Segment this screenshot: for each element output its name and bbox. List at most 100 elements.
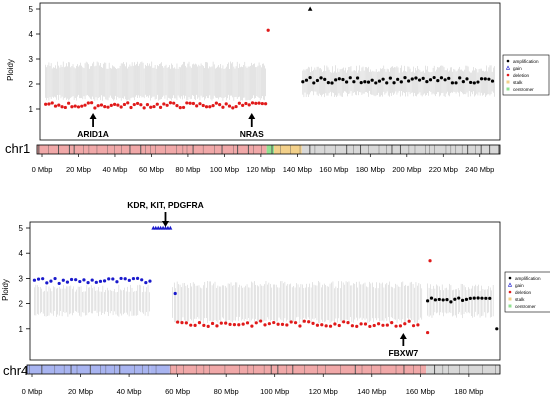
legend-marker	[508, 276, 512, 280]
deletion-point	[180, 320, 184, 325]
deletion-outlier	[426, 330, 430, 335]
gain-outlier	[173, 291, 177, 296]
gain-point	[61, 278, 65, 282]
deletion-point	[142, 106, 146, 110]
legend-marker	[508, 297, 512, 301]
amplification-point	[326, 80, 330, 85]
x-tick-label: 0 Mbp	[32, 165, 53, 174]
amplification-point	[385, 81, 389, 85]
plot-frame	[29, 221, 501, 361]
deletion-point	[185, 101, 189, 105]
x-tick-label: 100 Mbp	[260, 387, 289, 396]
legend-label: centromer	[515, 304, 536, 309]
amplification-point	[425, 80, 429, 84]
annotation-label: NRAS	[240, 129, 264, 139]
amplification-point	[319, 76, 323, 80]
x-tick-label: 140 Mbp	[357, 387, 386, 396]
amplification-point	[458, 76, 462, 80]
gain-point	[144, 281, 148, 285]
deletion-point	[237, 323, 241, 327]
amplification-point	[388, 76, 392, 80]
ideogram	[26, 364, 501, 375]
amplification-point	[441, 298, 445, 302]
x-axis: 0 Mbp 20 Mbp 40 Mbp 60 Mbp 80 Mbp 100 Mbp 120 …	[22, 374, 483, 396]
amplification-point	[374, 81, 378, 85]
amplification-point	[476, 80, 480, 84]
legend-label: centromer	[513, 87, 534, 92]
deletion-point	[158, 105, 163, 109]
deletion-point	[73, 104, 77, 108]
deletion-point	[359, 322, 363, 326]
deletion-point	[53, 104, 58, 108]
deletion-outlier	[266, 28, 270, 32]
amplification-point	[370, 78, 374, 82]
legend-marker	[506, 87, 510, 91]
x-axis: 0 Mbp 20 Mbp 40 Mbp 60 Mbp 80 Mbp 100 Mbp 120 …	[32, 154, 494, 174]
gain-point	[36, 277, 41, 281]
deletion-point	[403, 322, 407, 326]
gain-point	[148, 279, 152, 283]
deletion-point	[372, 323, 376, 328]
gain-point	[53, 276, 57, 281]
deletion-point	[86, 101, 90, 105]
gain-point	[49, 279, 53, 283]
deletion-point	[214, 101, 218, 105]
deletion-point	[398, 324, 403, 328]
y-tick-label: 2	[29, 80, 34, 89]
deletion-point	[289, 320, 293, 324]
deletion-point	[363, 322, 368, 326]
deletion-point	[96, 104, 100, 108]
ideogram-band	[37, 145, 267, 154]
amplification-point	[472, 296, 476, 300]
legend-box	[502, 54, 550, 96]
amplification-point	[436, 79, 440, 83]
legend-marker	[508, 290, 512, 294]
deletion-point	[254, 101, 258, 105]
amplification-point	[490, 79, 495, 83]
x-tick-label: 80 Mbp	[175, 165, 200, 174]
legend-marker	[506, 59, 510, 63]
deletion-point	[165, 103, 169, 107]
ideogram-band	[169, 365, 427, 374]
annotation-arrowhead	[248, 113, 256, 119]
amplification-point	[432, 75, 436, 80]
legend-label: deletion	[515, 290, 532, 295]
deletion-point	[311, 321, 315, 325]
deletion-point	[202, 323, 206, 327]
deletion-point	[337, 323, 341, 328]
deletion-point	[135, 101, 140, 106]
deletion-point	[175, 104, 179, 108]
deletion-point	[376, 322, 381, 326]
deletion-point	[241, 103, 245, 107]
annotations-layer: ARID1A NRAS	[77, 113, 264, 139]
chr1-panel: Ploidy 1 2 3 4 5 ARID1A NRAS chr1 0 Mbp 20 Mbp…	[5, 2, 550, 174]
gain-point	[102, 279, 107, 283]
deletion-point	[152, 104, 156, 109]
x-tick-label: 40 Mbp	[117, 387, 142, 396]
annotation-arrowhead	[161, 221, 169, 227]
deletion-point	[254, 321, 258, 325]
deletion-point	[197, 321, 202, 325]
deletion-point	[224, 321, 228, 325]
amplification-outlier	[307, 6, 313, 11]
deletion-point	[122, 102, 127, 107]
amplification-point	[417, 78, 422, 82]
amplification-point	[464, 297, 469, 302]
deletion-point	[181, 105, 186, 110]
amplification-point	[414, 76, 418, 80]
deletion-point	[90, 101, 94, 105]
deletion-point	[219, 321, 223, 325]
deletion-point	[211, 104, 215, 108]
amplification-point	[484, 296, 488, 300]
x-tick-label: 180 Mbp	[356, 165, 385, 174]
deletion-point	[191, 101, 195, 106]
annotation-label: ARID1A	[77, 129, 109, 139]
deletion-point	[247, 103, 251, 107]
deletion-point	[350, 324, 354, 328]
deletion-point	[224, 102, 228, 106]
amplification-point	[407, 79, 411, 83]
deletion-point	[257, 101, 261, 105]
deletion-point	[355, 324, 359, 328]
deletion-point	[206, 324, 210, 328]
